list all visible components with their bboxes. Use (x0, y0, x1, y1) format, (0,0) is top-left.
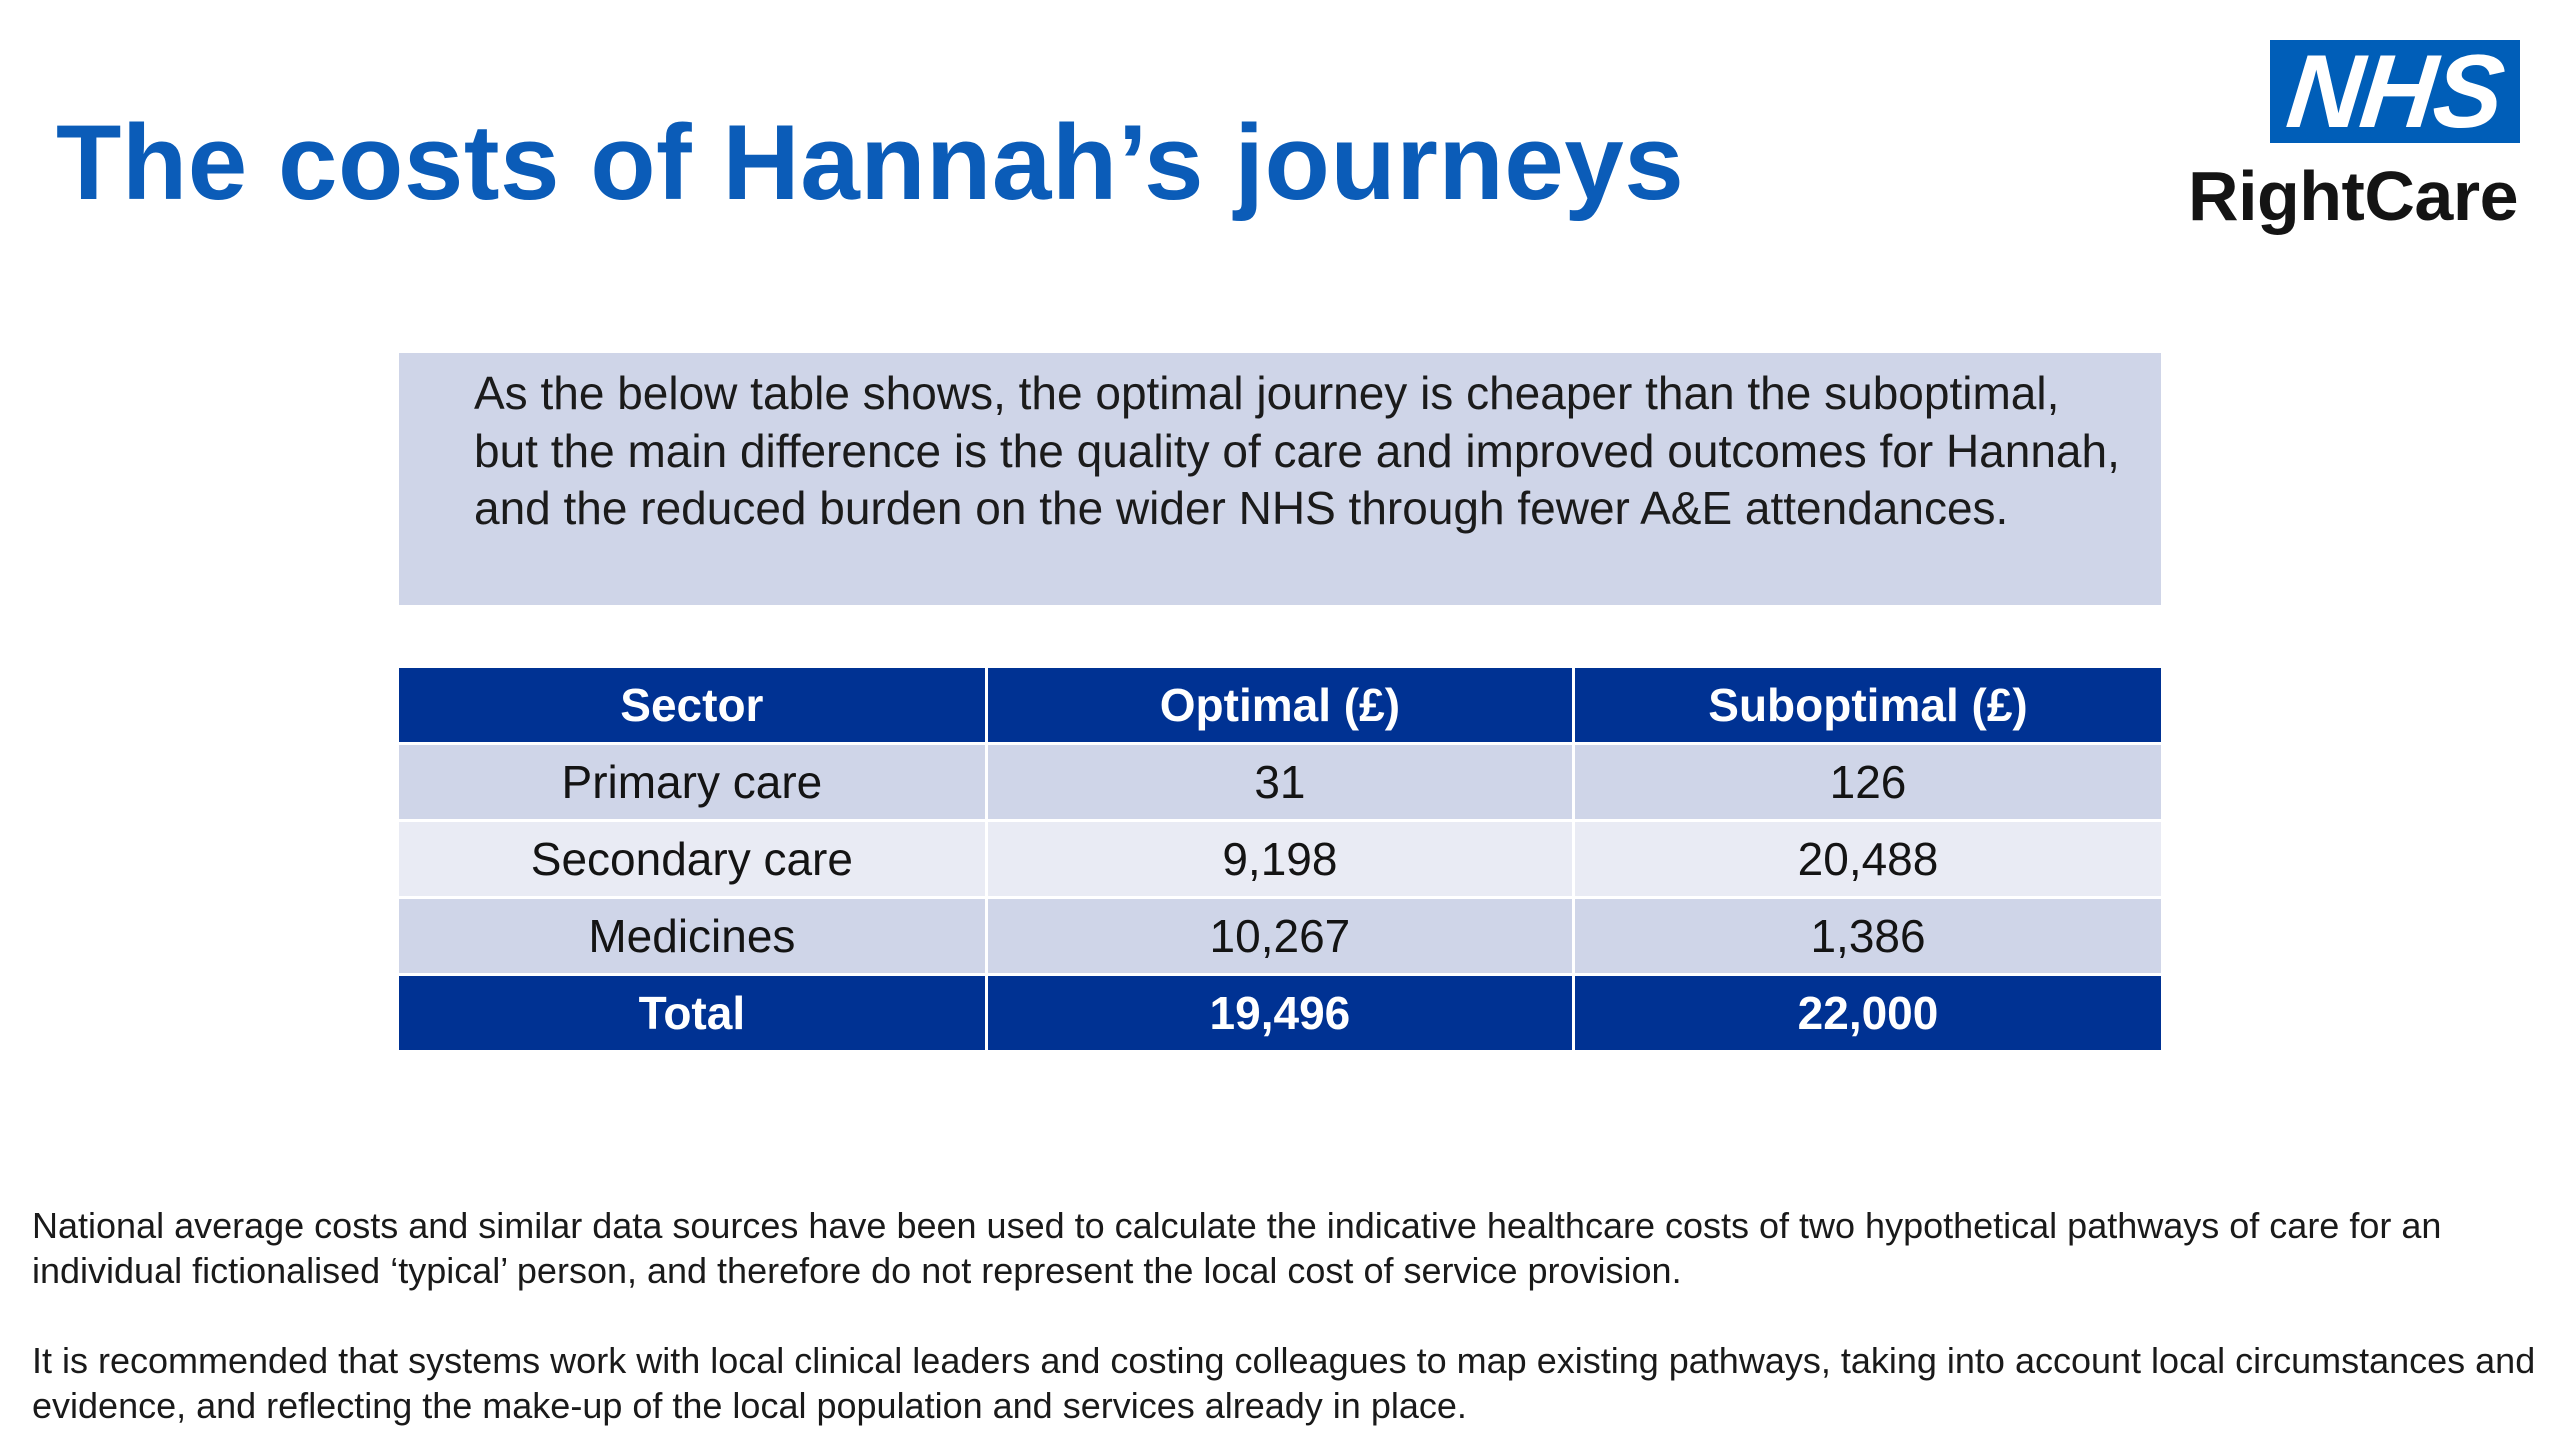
intro-callout: As the below table shows, the optimal jo… (399, 353, 2161, 605)
footnotes: National average costs and similar data … (32, 1203, 2552, 1440)
table-row: Medicines 10,267 1,386 (399, 897, 2161, 976)
total-suboptimal: 22,000 (1573, 974, 2161, 1050)
table-header-row: Sector Optimal (£) Suboptimal (£) (399, 668, 2161, 745)
total-optimal: 19,496 (986, 974, 1576, 1050)
cell-suboptimal: 126 (1573, 743, 2161, 822)
header-sector: Sector (399, 668, 988, 745)
costs-table: Sector Optimal (£) Suboptimal (£) Primar… (399, 668, 2161, 1050)
header-suboptimal: Suboptimal (£) (1573, 668, 2161, 745)
cell-optimal: 31 (986, 743, 1576, 822)
cell-suboptimal: 20,488 (1573, 820, 2161, 899)
footnote-recommendation: It is recommended that systems work with… (32, 1340, 2536, 1426)
nhs-logo-box: NHS (2270, 33, 2520, 150)
cell-optimal: 9,198 (986, 820, 1576, 899)
total-label: Total (399, 974, 988, 1050)
cell-suboptimal: 1,386 (1573, 897, 2161, 976)
cell-optimal: 10,267 (986, 897, 1576, 976)
footnote-costs-disclaimer: National average costs and similar data … (32, 1205, 2442, 1291)
cell-sector: Secondary care (399, 820, 988, 899)
table-row: Secondary care 9,198 20,488 (399, 820, 2161, 899)
page-title: The costs of Hannah’s journeys (56, 102, 1685, 222)
nhs-logo-text: NHS (2282, 33, 2508, 150)
table-row: Primary care 31 126 (399, 743, 2161, 822)
nhs-rightcare-logo: NHS RightCare (2188, 33, 2520, 240)
header-optimal: Optimal (£) (986, 668, 1576, 745)
table-total-row: Total 19,496 22,000 (399, 974, 2161, 1050)
cell-sector: Primary care (399, 743, 988, 822)
cell-sector: Medicines (399, 897, 988, 976)
rightcare-logo-text: RightCare (2188, 157, 2518, 235)
